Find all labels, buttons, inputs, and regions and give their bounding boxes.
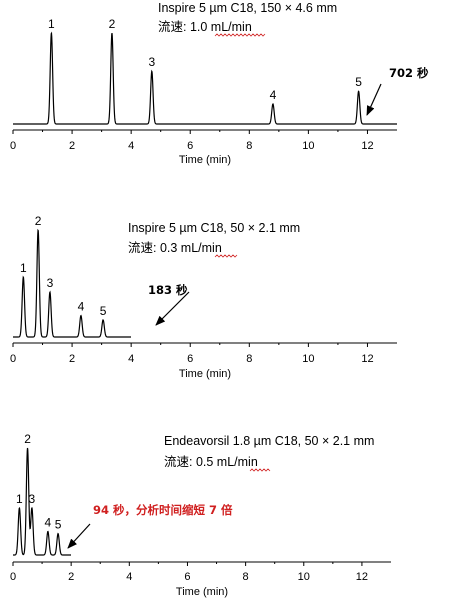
x-axis-title: Time (min) [179, 154, 231, 166]
peak-label-4: 4 [78, 300, 85, 314]
flow-rate-label: 流速: [164, 455, 196, 469]
flow-rate-value: 0.3 mL/min [160, 241, 222, 255]
chromatogram-trace [13, 447, 71, 556]
chromatogram-trace [13, 31, 397, 125]
run-time-annotation: 94 秒，分析时间缩短 7 倍 [93, 503, 233, 517]
x-tick-label: 2 [68, 571, 74, 583]
x-tick-label: 6 [184, 571, 190, 583]
x-tick-label: 10 [302, 140, 314, 152]
peak-label-4: 4 [45, 515, 52, 529]
x-tick-label: 4 [128, 353, 134, 365]
annotation-arrow [155, 291, 190, 326]
peak-label-5: 5 [355, 75, 362, 89]
x-tick-label: 2 [69, 140, 75, 152]
x-tick-label: 8 [243, 571, 249, 583]
peak-label-2: 2 [24, 432, 31, 446]
x-tick-label: 8 [246, 140, 252, 152]
x-axis-title: Time (min) [179, 368, 231, 380]
x-tick-label: 4 [126, 571, 132, 583]
peak-label-3: 3 [47, 276, 54, 290]
x-tick-label: 2 [69, 353, 75, 365]
x-tick-label: 0 [10, 571, 16, 583]
x-axis-title: Time (min) [176, 586, 228, 598]
x-tick-label: 10 [298, 571, 310, 583]
peak-label-4: 4 [270, 88, 277, 102]
peak-label-5: 5 [55, 518, 62, 532]
x-tick-label: 4 [128, 140, 134, 152]
chromatogram-trace [13, 228, 131, 338]
x-tick-label: 12 [356, 571, 368, 583]
peak-label-2: 2 [109, 17, 116, 31]
peak-label-3: 3 [148, 55, 155, 69]
x-tick-label: 8 [246, 353, 252, 365]
spellcheck-underline [249, 468, 271, 472]
flow-rate-value: 1.0 mL/min [190, 20, 252, 34]
x-tick-label: 12 [361, 353, 373, 365]
run-time-annotation: 183 秒 [148, 283, 188, 297]
x-tick-label: 0 [10, 353, 16, 365]
annotation-arrow [67, 523, 91, 549]
flow-rate: 流速: 0.3 mL/min [128, 241, 222, 255]
run-time-annotation: 702 秒 [389, 66, 429, 80]
flow-rate: 流速: 0.5 mL/min [164, 455, 258, 469]
x-tick-label: 12 [361, 140, 373, 152]
spellcheck-underline [214, 254, 238, 258]
annotation-arrow [366, 83, 382, 116]
peak-label-3: 3 [29, 492, 36, 506]
peak-label-1: 1 [48, 17, 55, 31]
x-tick-label: 0 [10, 140, 16, 152]
flow-rate-label: 流速: [128, 241, 160, 255]
column-info: Inspire 5 µm C18, 50 × 2.1 mm [128, 221, 300, 235]
column-info: Endeavorsil 1.8 µm C18, 50 × 2.1 mm [164, 434, 374, 448]
column-info: Inspire 5 µm C18, 150 × 4.6 mm [158, 1, 337, 15]
flow-rate-value: 0.5 mL/min [196, 455, 258, 469]
spellcheck-underline [214, 33, 266, 37]
x-tick-label: 10 [302, 353, 314, 365]
peak-label-1: 1 [20, 261, 27, 275]
x-tick-label: 6 [187, 353, 193, 365]
flow-rate: 流速: 1.0 mL/min [158, 20, 252, 34]
flow-rate-label: 流速: [158, 20, 190, 34]
x-tick-label: 6 [187, 140, 193, 152]
peak-label-2: 2 [35, 214, 42, 228]
peak-label-5: 5 [100, 304, 107, 318]
peak-label-1: 1 [16, 492, 23, 506]
